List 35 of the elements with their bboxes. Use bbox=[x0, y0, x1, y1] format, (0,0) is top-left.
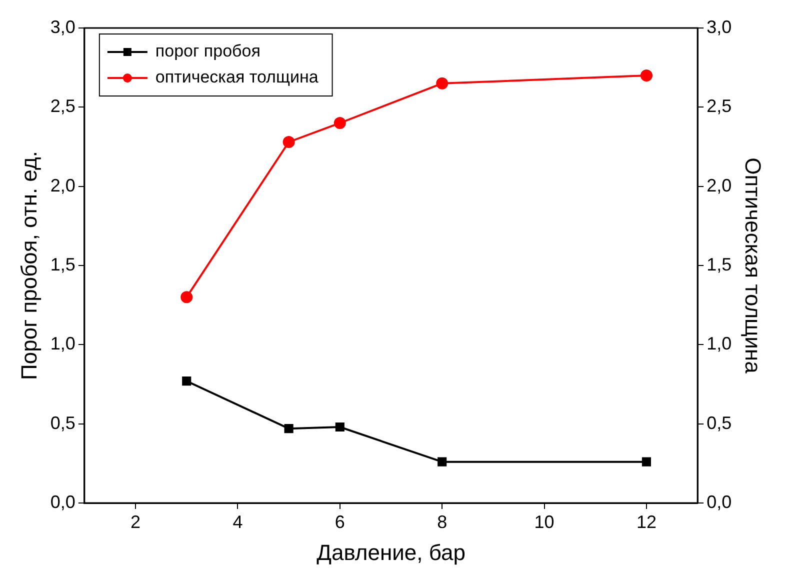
y2-axis-title: Оптическая толщина bbox=[740, 158, 766, 374]
x-tick-label: 10 bbox=[534, 512, 554, 532]
point bbox=[335, 422, 344, 432]
y-tick-label: 1,5 bbox=[50, 254, 76, 274]
legend-label: оптическая толщина bbox=[155, 68, 319, 87]
point bbox=[180, 291, 193, 304]
y-tick-label: 1,0 bbox=[50, 334, 76, 354]
point bbox=[282, 136, 295, 148]
y-tick-label: 3,0 bbox=[50, 16, 76, 37]
point bbox=[436, 77, 448, 90]
legend-label: порог пробоя bbox=[155, 42, 260, 61]
point bbox=[334, 117, 346, 129]
y2-tick-label: 3,0 bbox=[706, 16, 732, 37]
y2-tick-label: 2,0 bbox=[706, 175, 732, 196]
y2-tick-label: 1,5 bbox=[706, 254, 732, 274]
point bbox=[182, 376, 192, 386]
point bbox=[284, 424, 294, 434]
x-tick-label: 6 bbox=[334, 512, 345, 532]
x-axis-title: Давление, бар bbox=[316, 540, 466, 565]
point bbox=[438, 457, 447, 466]
point bbox=[640, 70, 652, 82]
y-tick-label: 2,0 bbox=[50, 175, 76, 196]
y2-tick-label: 0,5 bbox=[706, 412, 732, 433]
point bbox=[642, 457, 652, 466]
y-tick-label: 0,0 bbox=[50, 492, 76, 512]
y2-tick-label: 2,5 bbox=[706, 96, 732, 116]
y-tick-label: 2,5 bbox=[50, 96, 76, 116]
y2-tick-label: 1,0 bbox=[706, 334, 732, 354]
y2-tick-label: 0,0 bbox=[706, 492, 732, 512]
x-tick-label: 12 bbox=[636, 512, 656, 532]
x-tick-label: 4 bbox=[232, 512, 243, 532]
y-tick-label: 0,5 bbox=[50, 412, 76, 433]
y-axis-title: Порог пробоя, отн. ед. bbox=[16, 151, 42, 380]
x-tick-label: 8 bbox=[437, 512, 448, 532]
x-tick-label: 2 bbox=[130, 512, 141, 532]
